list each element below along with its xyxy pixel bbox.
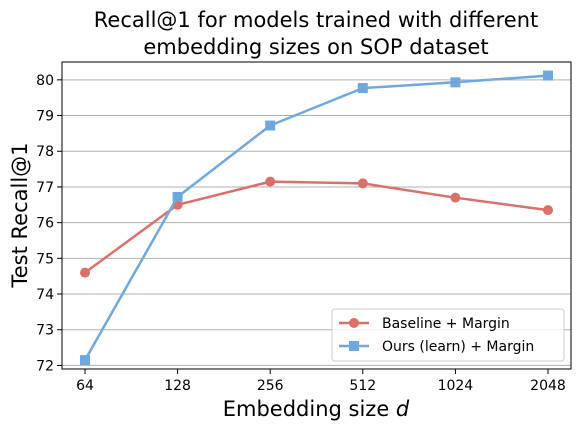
series-layer [80, 70, 553, 366]
y-tick-label: 76 [36, 216, 54, 232]
y-tick-label: 72 [36, 358, 54, 374]
x-tick-label: 64 [76, 378, 94, 394]
x-tick-label: 512 [349, 378, 376, 394]
plot-frame [61, 61, 572, 370]
y-tick-label: 74 [36, 287, 54, 303]
x-axis-label-text: Embedding size [223, 397, 396, 421]
legend-marker-baseline [349, 318, 359, 328]
x-tick-label: 256 [257, 378, 284, 394]
y-tick-label: 78 [36, 144, 54, 160]
y-tick-label: 77 [36, 180, 54, 196]
legend-box [331, 308, 565, 362]
chart-title-line-1: Recall@1 for models trained with differe… [94, 8, 538, 32]
x-tick-label: 1024 [438, 378, 474, 394]
series-0-point [357, 178, 368, 189]
x-axis-label: Embedding size d [223, 397, 410, 421]
y-tick-label: 73 [36, 323, 54, 339]
series-1-point [357, 83, 368, 94]
x-tick-label: 2048 [530, 378, 566, 394]
legend-label-ours: Ours (learn) + Margin [382, 339, 534, 355]
series-0-point [543, 205, 553, 216]
series-line-1 [83, 74, 549, 361]
legend: Baseline + Margin Ours (learn) + Margin [331, 308, 565, 362]
series-1-point [80, 355, 90, 366]
series-0-point [450, 192, 461, 203]
x-axis-label-variable: d [396, 397, 410, 421]
series-1-point [543, 70, 553, 81]
grid-layer [62, 79, 571, 366]
x-tick-label: 128 [164, 378, 191, 394]
y-tick-label: 79 [36, 109, 54, 125]
y-tick-label: 80 [36, 73, 54, 89]
series-1-point [450, 77, 461, 88]
series-0-point [80, 267, 90, 278]
legend-marker-ours [349, 341, 359, 351]
legend-label-baseline: Baseline + Margin [382, 316, 510, 332]
series-0-point [265, 176, 276, 187]
y-tick-label: 75 [36, 251, 54, 267]
chart-title-line-2: embedding sizes on SOP dataset [143, 35, 488, 59]
series-1-point [172, 191, 183, 202]
series-1-point [265, 120, 276, 131]
y-axis-label: Test Recall@1 [8, 142, 32, 288]
series-line-0 [84, 180, 549, 274]
tick-layer: 72 73 74 75 76 77 78 79 80 64 128 256 512 1024 2048 [36, 73, 566, 394]
